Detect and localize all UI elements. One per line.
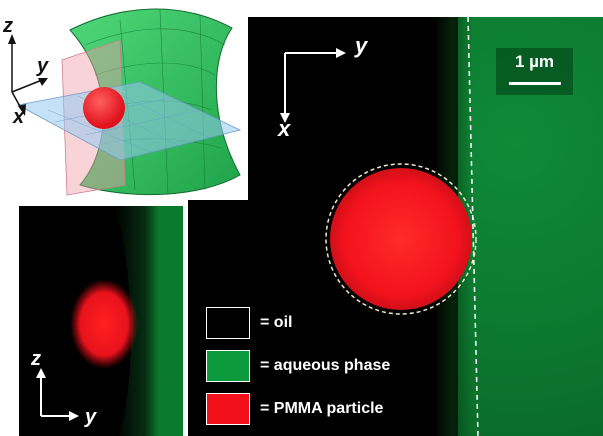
main-axis-x-label: x (278, 116, 291, 141)
legend-label-particle: = PMMA particle (260, 400, 384, 417)
interface-dashed-line (467, 17, 479, 436)
pmma-particle (330, 168, 472, 310)
scalebar: 1 µm (496, 48, 573, 95)
schematic-z-label: z (3, 15, 13, 37)
side-view-micrograph: z y (19, 206, 183, 436)
micrograph-overlay (280, 17, 479, 436)
scalebar-label: 1 µm (514, 52, 555, 71)
main-micrograph: y x 1 µm (188, 17, 603, 436)
scalebar-line (509, 82, 561, 85)
legend-oil: = oil (206, 306, 292, 340)
legend-swatch-oil (206, 307, 250, 339)
side-axis-z-label: z (31, 348, 41, 370)
main-axis-arrows (280, 48, 346, 123)
schematic-axes (8, 34, 48, 116)
side-view-image (36, 206, 183, 436)
legend-label-oil: = oil (260, 314, 293, 331)
side-axis-y-label: y (85, 406, 97, 428)
legend-swatch-aqueous (206, 350, 250, 382)
particle-outline (325, 163, 477, 315)
side-aqueous-region (114, 206, 183, 436)
schematic-drawing (8, 8, 242, 196)
legend-swatch-particle (206, 393, 250, 425)
side-pmma-particle (70, 279, 138, 369)
legend-label-aqueous: = aqueous phase (260, 357, 391, 374)
legend-particle: = PMMA particle (206, 392, 383, 426)
schematic-particle (83, 87, 125, 129)
geometry-schematic: z y x (0, 0, 248, 200)
main-axis-y-label: y (355, 33, 368, 58)
schematic-y-label: y (37, 55, 49, 77)
schematic-x-label: x (13, 106, 25, 128)
legend-aqueous: = aqueous phase (206, 349, 390, 383)
side-axis-arrows (36, 368, 79, 421)
